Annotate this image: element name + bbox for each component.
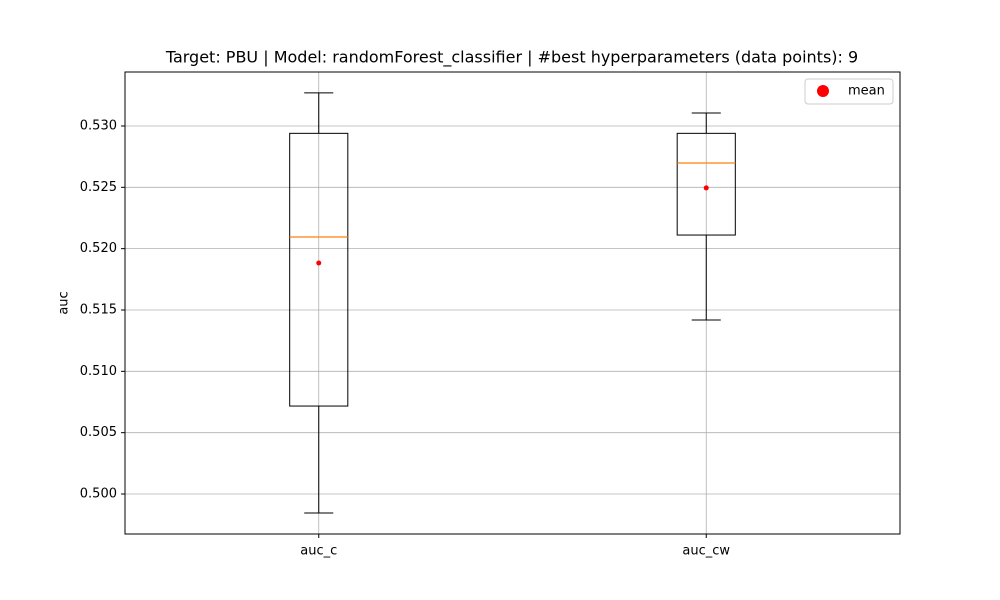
y-tick-label: 0.505 xyxy=(80,425,117,440)
x-tick-label: auc_cw xyxy=(682,544,730,559)
y-tick-label: 0.500 xyxy=(80,487,117,502)
legend-label: mean xyxy=(848,84,885,99)
y-axis-label: auc xyxy=(57,291,72,314)
mean-point xyxy=(316,260,322,266)
box xyxy=(676,132,736,236)
box xyxy=(289,132,349,407)
legend-marker xyxy=(817,85,829,97)
mean-point xyxy=(703,185,709,191)
y-tick-label: 0.525 xyxy=(80,180,117,195)
y-tick-label: 0.510 xyxy=(80,364,117,379)
axes-frame xyxy=(124,71,901,535)
chart-title: Target: PBU | Model: randomForest_classi… xyxy=(165,48,858,68)
y-tick-label: 0.515 xyxy=(80,302,117,317)
legend-box xyxy=(804,78,894,105)
y-tick-label: 0.530 xyxy=(80,118,117,133)
y-tick-label: 0.520 xyxy=(80,241,117,256)
x-tick-label: auc_c xyxy=(300,544,337,559)
